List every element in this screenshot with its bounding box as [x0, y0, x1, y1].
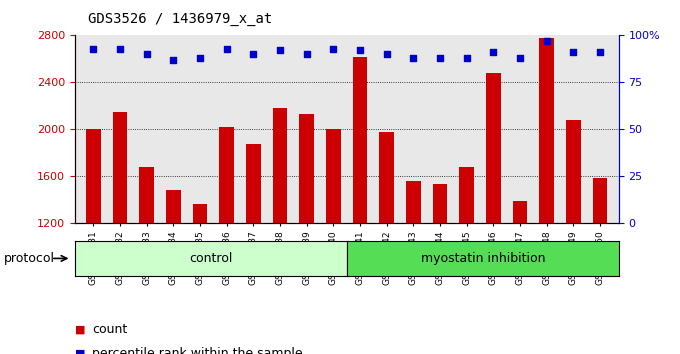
Text: ■: ■	[75, 349, 85, 354]
Bar	[273, 108, 288, 354]
Point	[194, 55, 205, 61]
Text: GDS3526 / 1436979_x_at: GDS3526 / 1436979_x_at	[88, 12, 273, 27]
Bar	[246, 144, 261, 354]
Point	[435, 55, 445, 61]
Bar	[353, 57, 367, 354]
Bar	[113, 112, 127, 354]
Bar	[86, 129, 101, 354]
Point	[381, 51, 392, 57]
Bar	[460, 167, 474, 354]
Point	[595, 50, 606, 55]
Bar	[486, 73, 500, 354]
Point	[515, 55, 526, 61]
Bar	[539, 38, 554, 354]
Point	[355, 47, 366, 53]
Point	[461, 55, 472, 61]
Point	[408, 55, 419, 61]
Text: protocol: protocol	[3, 252, 54, 265]
Bar	[513, 201, 528, 354]
Point	[222, 46, 233, 51]
Point	[275, 47, 286, 53]
Bar	[432, 184, 447, 354]
Bar	[406, 181, 421, 354]
Text: count: count	[92, 323, 127, 336]
Point	[168, 57, 179, 63]
Bar	[220, 127, 234, 354]
Point	[541, 38, 552, 44]
Bar	[566, 120, 581, 354]
Point	[568, 50, 579, 55]
Bar	[299, 114, 314, 354]
Point	[328, 46, 339, 51]
Point	[301, 51, 312, 57]
Text: control: control	[189, 252, 233, 265]
Bar	[326, 129, 341, 354]
Text: ■: ■	[75, 324, 85, 334]
Point	[488, 50, 499, 55]
Point	[115, 46, 126, 51]
Text: percentile rank within the sample: percentile rank within the sample	[92, 348, 303, 354]
Bar	[193, 204, 207, 354]
Point	[141, 51, 152, 57]
Bar	[593, 178, 607, 354]
Text: myostatin inhibition: myostatin inhibition	[420, 252, 545, 265]
Point	[88, 46, 99, 51]
Point	[248, 51, 259, 57]
Bar	[139, 167, 154, 354]
Bar	[166, 190, 181, 354]
Bar	[379, 132, 394, 354]
